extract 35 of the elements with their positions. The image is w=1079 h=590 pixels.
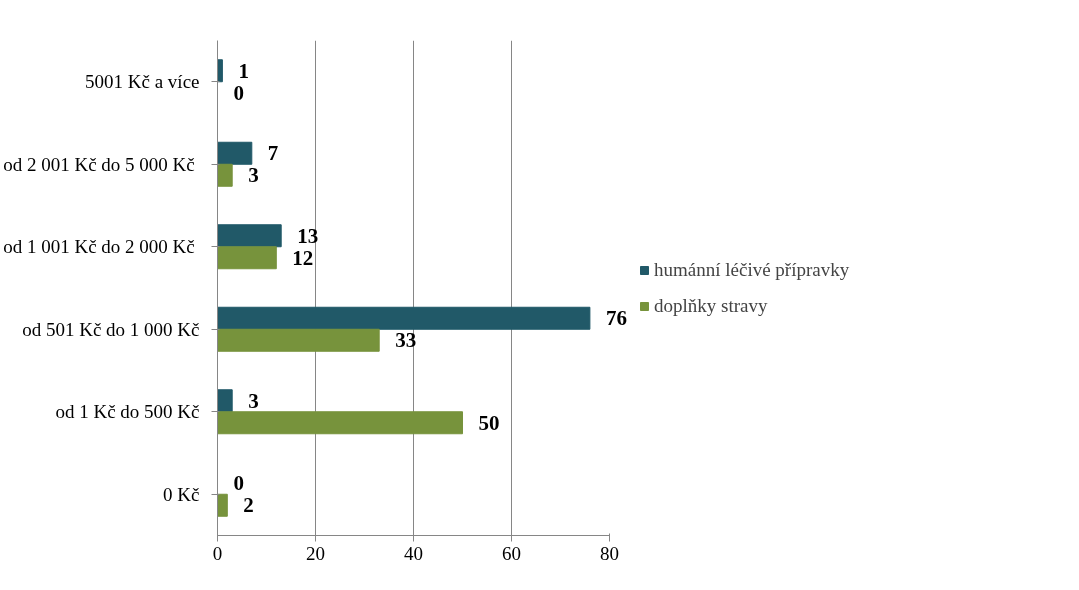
data-label: 50 bbox=[478, 410, 500, 435]
data-label: 7 bbox=[267, 141, 279, 166]
y-tick-label: od 1 Kč do 500 Kč bbox=[55, 401, 200, 423]
bar bbox=[217, 328, 380, 352]
x-tick-label: 40 bbox=[404, 542, 423, 564]
legend-label: doplňky stravy bbox=[654, 294, 768, 317]
data-label: 0 bbox=[233, 80, 244, 105]
bar bbox=[217, 59, 223, 83]
bar bbox=[217, 163, 233, 187]
x-tick-label: 0 bbox=[212, 542, 223, 564]
bar bbox=[217, 493, 228, 517]
data-label: 0 bbox=[233, 471, 244, 496]
data-label: 12 bbox=[292, 245, 314, 270]
data-label: 3 bbox=[248, 163, 259, 188]
bar bbox=[217, 246, 277, 270]
data-label: 13 bbox=[297, 223, 319, 248]
y-tick-label: 0 Kč bbox=[163, 483, 200, 505]
bar bbox=[217, 411, 463, 435]
bar bbox=[217, 141, 253, 165]
x-tick-label: 80 bbox=[600, 542, 619, 564]
data-label: 3 bbox=[248, 388, 259, 413]
y-tick-label: od 501 Kč do 1 000 Kč bbox=[22, 318, 200, 340]
bar bbox=[217, 389, 233, 413]
bar bbox=[217, 224, 282, 248]
x-tick-label: 60 bbox=[502, 542, 521, 564]
data-label: 33 bbox=[395, 328, 417, 353]
data-label: 1 bbox=[238, 58, 249, 83]
data-label: 2 bbox=[243, 493, 254, 518]
y-tick-label: od 2 001 Kč do 5 000 Kč bbox=[3, 153, 195, 175]
bar bbox=[217, 306, 591, 330]
data-label: 76 bbox=[605, 306, 627, 331]
y-tick-label: 5001 Kč a více bbox=[85, 71, 200, 93]
y-tick-label: od 1 001 Kč do 2 000 Kč bbox=[3, 236, 195, 258]
x-tick-label: 20 bbox=[306, 542, 325, 564]
legend-label: humánní léčivé přípravky bbox=[654, 258, 850, 281]
